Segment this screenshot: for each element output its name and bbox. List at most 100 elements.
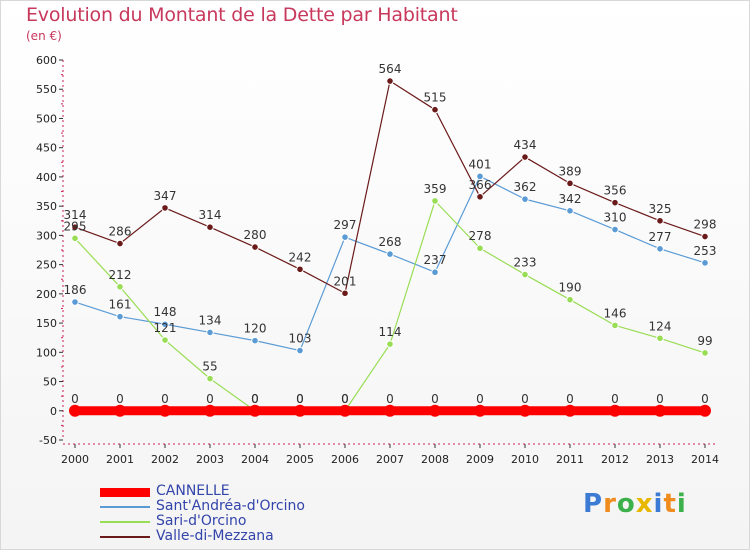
x-tick-label: 2002 (151, 453, 179, 466)
legend-label: CANNELLE (156, 483, 230, 499)
logo-letter: i (653, 489, 664, 519)
data-label: 277 (649, 230, 672, 244)
x-tick-label: 2013 (646, 453, 674, 466)
data-label: 401 (469, 157, 492, 171)
legend-item: Valle-di-Mezzana (100, 528, 400, 545)
legend-label: Sant'Andréa-d'Orcino (156, 498, 305, 514)
data-point (339, 404, 351, 417)
data-label: 0 (341, 392, 349, 406)
data-point (116, 283, 124, 291)
logo-letter: x (635, 489, 654, 519)
logo-letter: i (676, 489, 687, 519)
data-point (431, 105, 439, 114)
y-tick-label: 200 (36, 288, 57, 301)
data-point (161, 204, 169, 212)
legend-item: Sari-d'Orcino (100, 513, 400, 530)
y-tick-label: 450 (36, 142, 57, 155)
chart-title: Evolution du Montant de la Dette par Hab… (26, 4, 458, 26)
x-tick-label: 2012 (601, 453, 629, 466)
x-tick-label: 2003 (196, 453, 224, 466)
data-point (521, 270, 529, 279)
data-point (384, 404, 396, 417)
data-label: 0 (251, 392, 259, 406)
data-label: 55 (202, 360, 217, 374)
data-point (521, 195, 529, 203)
data-label: 362 (514, 180, 537, 194)
data-label: 0 (296, 392, 304, 406)
data-point (251, 336, 259, 345)
legend-item: CANNELLE (100, 483, 400, 500)
data-label: 286 (109, 225, 132, 239)
data-label: 356 (604, 184, 627, 198)
data-label: 146 (604, 306, 627, 320)
data-point (519, 404, 531, 417)
y-tick-label: 150 (36, 317, 57, 330)
data-point (206, 223, 214, 231)
data-point (69, 404, 81, 417)
data-point (566, 207, 574, 215)
data-point (341, 233, 349, 241)
y-tick-label: 600 (36, 54, 57, 67)
data-label: 268 (379, 235, 402, 249)
data-point (701, 259, 709, 267)
data-label: 120 (244, 322, 267, 336)
data-point (386, 77, 394, 85)
data-point (474, 404, 486, 417)
data-label: 0 (431, 392, 439, 406)
data-label: 190 (559, 281, 582, 295)
logo-letter: P (583, 489, 604, 519)
data-point (611, 225, 619, 234)
data-point (476, 172, 484, 181)
y-tick-label: 500 (36, 112, 57, 125)
data-label: 253 (694, 244, 717, 258)
data-label: 0 (701, 392, 709, 406)
data-point (566, 179, 574, 188)
y-tick-label: -50 (39, 434, 57, 447)
data-label: 237 (424, 253, 447, 267)
data-label: 0 (341, 392, 349, 406)
data-label: 314 (64, 208, 87, 222)
x-tick-label: 2008 (421, 453, 449, 466)
data-label: 280 (244, 228, 267, 242)
data-label: 310 (604, 211, 627, 225)
data-label: 0 (656, 392, 664, 406)
data-label: 0 (161, 392, 169, 406)
data-point (116, 239, 124, 248)
x-tick-label: 2010 (511, 453, 539, 466)
data-label: 114 (379, 325, 402, 339)
data-label: 325 (649, 202, 672, 216)
data-point (656, 334, 664, 343)
legend-swatch (100, 487, 150, 497)
data-point (341, 289, 349, 298)
data-label: 564 (379, 62, 402, 76)
y-tick-label: 0 (50, 405, 57, 418)
data-label: 201 (334, 274, 357, 288)
x-tick-label: 2000 (61, 453, 89, 466)
data-label: 148 (154, 305, 177, 319)
data-point (656, 216, 664, 225)
x-tick-label: 2007 (376, 453, 404, 466)
data-point (656, 245, 664, 253)
data-label: 0 (611, 392, 619, 406)
data-point (521, 153, 529, 161)
data-point (71, 234, 79, 243)
data-label: 99 (697, 334, 712, 348)
data-point (566, 295, 574, 304)
x-tick-label: 2014 (691, 453, 719, 466)
data-point (699, 404, 711, 417)
data-point (204, 404, 216, 417)
data-point (611, 321, 619, 330)
y-tick-label: 350 (36, 200, 57, 213)
data-point (429, 404, 441, 417)
y-tick-label: 50 (43, 376, 57, 389)
y-tick-label: 250 (36, 259, 57, 272)
data-label: 515 (424, 91, 447, 105)
data-label: 161 (109, 298, 132, 312)
x-tick-label: 2004 (241, 453, 269, 466)
data-label: 347 (154, 189, 177, 203)
data-label: 0 (386, 392, 394, 406)
data-label: 0 (521, 392, 529, 406)
data-label: 134 (199, 313, 222, 327)
